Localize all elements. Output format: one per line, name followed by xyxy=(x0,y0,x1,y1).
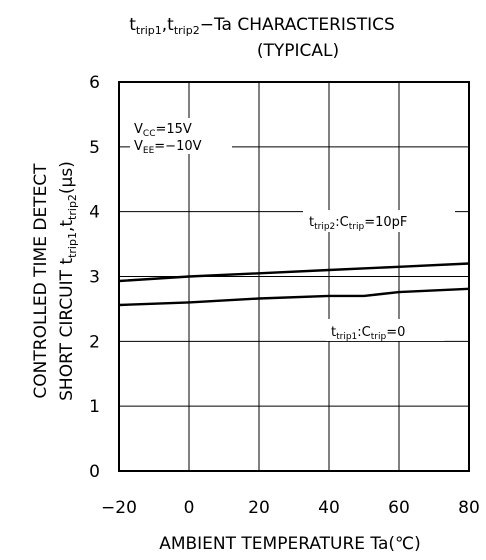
vee-annotation: VEE=−10V xyxy=(134,139,202,156)
chart-title-line1: ttrip1,ttrip2−Ta CHARACTERISTICS xyxy=(129,15,395,37)
plot-frame xyxy=(118,81,470,472)
x-ticks: −20 0 20 40 60 80 xyxy=(101,498,480,518)
y-tick-label: 0 xyxy=(89,462,100,482)
y-tick-label: 6 xyxy=(89,73,100,93)
y-tick-label: 2 xyxy=(89,332,100,352)
y-axis-label-line2: SHORT CIRCUIT ttrip1,ttrip2(μs) xyxy=(57,161,79,401)
x-tick-label: 60 xyxy=(388,498,410,518)
series xyxy=(118,262,470,307)
title-sub-1: trip1 xyxy=(136,24,162,37)
y-tick-label: 4 xyxy=(89,203,100,223)
y-tick-label: 5 xyxy=(89,138,100,158)
vcc-annotation: VCC=15V xyxy=(134,122,192,139)
x-tick-label: 0 xyxy=(184,498,195,518)
x-tick-label: 80 xyxy=(458,498,480,518)
title-sub-2: trip2 xyxy=(174,24,200,37)
x-axis-label: AMBIENT TEMPERATURE Ta(℃) xyxy=(159,534,421,554)
series-label-bg-2 xyxy=(303,210,455,232)
series-line-ttrip2 xyxy=(118,262,470,283)
y-axis-label-line1: CONTROLLED TIME DETECT xyxy=(31,163,51,399)
x-tick-label: 20 xyxy=(248,498,270,518)
conditions-box-bg xyxy=(130,118,232,154)
series-line-ttrip1 xyxy=(118,287,470,307)
y-tick-label: 3 xyxy=(89,268,100,288)
y-tick-label: 1 xyxy=(89,397,100,417)
series-label-bg-1 xyxy=(326,319,444,341)
chart-title-line2: (TYPICAL) xyxy=(257,41,339,61)
x-tick-label: 40 xyxy=(318,498,340,518)
series-label-ttrip2: ttrip2:Ctrip=10pF xyxy=(309,215,407,232)
y-ticks: 0 1 2 3 4 5 6 xyxy=(89,73,100,482)
x-tick-label: −20 xyxy=(101,498,137,518)
series-label-ttrip1: ttrip1:Ctrip=0 xyxy=(331,325,405,342)
